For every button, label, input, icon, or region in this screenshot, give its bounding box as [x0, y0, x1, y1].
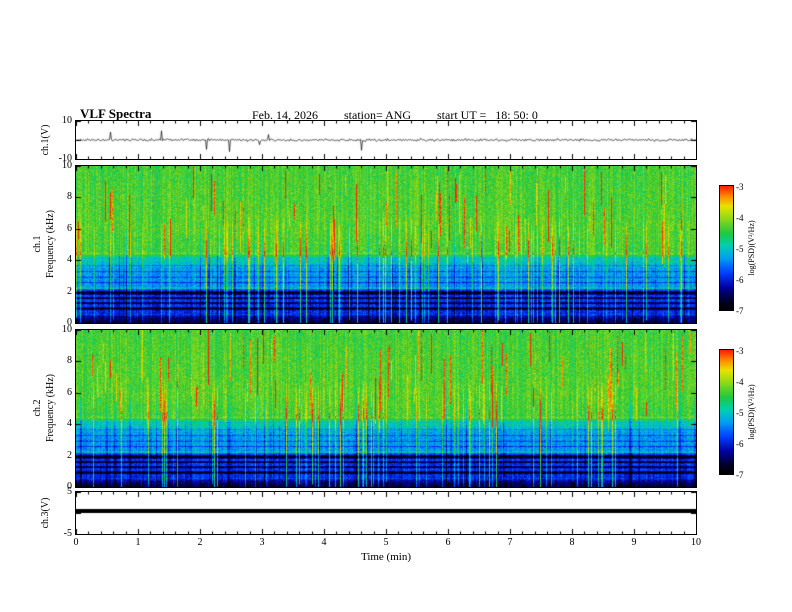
colorbar-tick-label: -4	[736, 377, 744, 387]
ch1-waveform-panel	[75, 120, 697, 160]
ch3-waveform-canvas	[76, 492, 696, 534]
ch2-spectrogram-canvas	[76, 330, 696, 487]
station-label: station= ANG	[344, 108, 412, 122]
colorbar-tick-label: -5	[736, 408, 744, 418]
colorbar-tick-label: -3	[736, 346, 744, 356]
ch1-spectrogram-canvas	[76, 166, 696, 323]
freq-tick-label: 0	[67, 317, 72, 328]
ch1v-tick-label: 10	[62, 115, 72, 126]
x-tick-label: 1	[135, 537, 141, 548]
ch3v-tick-label: 5	[67, 486, 72, 497]
freq-tick-label: 2	[67, 450, 72, 461]
x-tick-label: 8	[569, 537, 575, 548]
freq-tick-label: 4	[67, 418, 72, 429]
time-axis-label: Time (min)	[360, 551, 411, 563]
x-tick-label: 10	[691, 537, 701, 548]
ch1-channel-label: ch.1	[32, 235, 43, 253]
page-title: VLF Spectra	[80, 106, 152, 121]
colorbar-tick-label: -7	[736, 306, 744, 316]
colorbar-ch2	[719, 349, 734, 475]
freq-tick-label: 8	[67, 191, 72, 202]
ch2-spectrogram-panel	[75, 329, 697, 488]
freq-tick-label: 8	[67, 355, 72, 366]
colorbar-ch1-canvas	[720, 186, 733, 310]
x-tick-label: 0	[73, 537, 79, 548]
colorbar-tick-label: -5	[736, 244, 744, 254]
start-ut-label: start UT = 18: 50: 0	[437, 108, 538, 122]
colorbar-tick-label: -7	[736, 470, 744, 480]
colorbar-tick-label: -3	[736, 182, 744, 192]
ch1-spectrogram-panel	[75, 165, 697, 324]
x-tick-label: 6	[445, 537, 451, 548]
freq-tick-label: 2	[67, 286, 72, 297]
colorbar-tick-label: -6	[736, 439, 744, 449]
ch3v-tick-label: -5	[63, 528, 72, 539]
freq-tick-label: 6	[67, 387, 72, 398]
ch1v-tick-label: -10	[58, 153, 72, 164]
colorbar-tick-label: -4	[736, 213, 744, 223]
x-tick-label: 9	[631, 537, 637, 548]
ch3-waveform-panel	[75, 491, 697, 535]
colorbar-ch2-canvas	[720, 350, 733, 474]
freq-tick-label: 10	[62, 324, 72, 335]
ch1-waveform-canvas	[76, 121, 696, 159]
colorbar-ch1	[719, 185, 734, 311]
x-tick-label: 3	[259, 537, 265, 548]
freq-tick-label: 4	[67, 254, 72, 265]
x-tick-label: 4	[321, 537, 327, 548]
colorbar-tick-label: -6	[736, 275, 744, 285]
x-tick-label: 2	[197, 537, 203, 548]
date-label: Feb. 14, 2026	[252, 108, 318, 122]
x-tick-label: 5	[383, 537, 389, 548]
freq-tick-label: 10	[62, 160, 72, 171]
freq-tick-label: 6	[67, 223, 72, 234]
x-tick-label: 7	[507, 537, 513, 548]
ch3-voltage-axis-label: ch.3(V)	[40, 497, 51, 529]
freq-tick-label: 0	[67, 481, 72, 492]
